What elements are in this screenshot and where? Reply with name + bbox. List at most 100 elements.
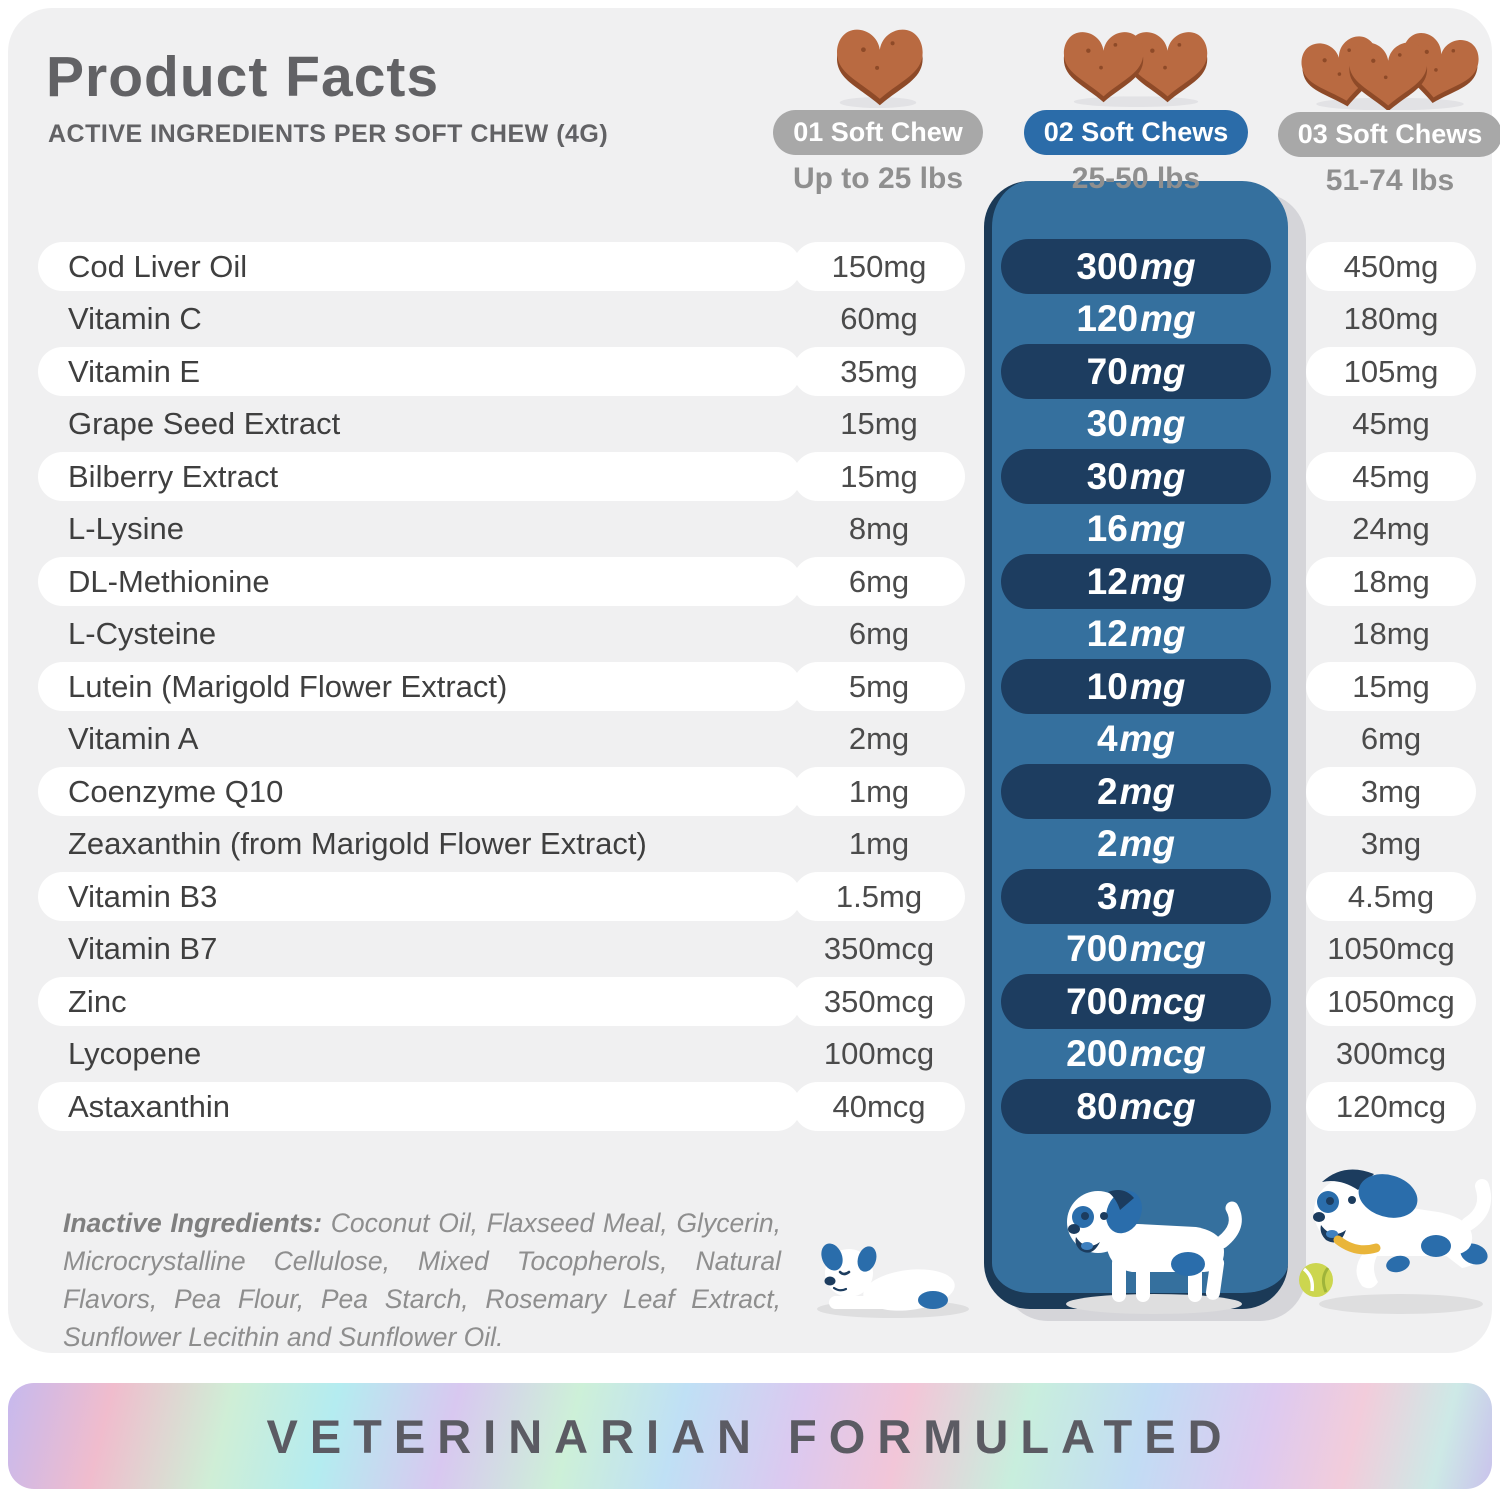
dose-1-value: 1.5mg xyxy=(793,872,965,921)
inactive-ingredients-label: Inactive Ingredients: xyxy=(63,1208,323,1238)
dose-2-value: 700 mcg xyxy=(1001,974,1271,1029)
table-row: Zinc 350mcg 700 mcg 1050mcg xyxy=(38,974,1476,1029)
ingredient-name: Cod Liver Oil xyxy=(38,242,801,291)
dose-2-value: 3 mg xyxy=(1001,869,1271,924)
inactive-ingredients: Inactive Ingredients: Coconut Oil, Flaxs… xyxy=(63,1204,781,1356)
ingredient-name: L-Cysteine xyxy=(68,616,217,651)
dose-3-value: 3mg xyxy=(1360,826,1422,861)
dose-1-value: 15mg xyxy=(793,452,965,501)
dose-column-2-pill: 02 Soft Chews xyxy=(1023,110,1249,155)
ingredient-name: Vitamin A xyxy=(68,721,199,756)
table-row: Vitamin B7 350mcg 700 mcg 1050mcg xyxy=(38,925,1476,974)
dose-column-3-weight: 51-74 lbs xyxy=(1325,164,1455,197)
dose-2-value: 30 mg xyxy=(1086,403,1186,444)
ingredient-name: Grape Seed Extract xyxy=(68,406,341,441)
dose-2-value: 12 mg xyxy=(1001,554,1271,609)
dose-3-value: 4.5mg xyxy=(1306,872,1476,921)
soft-chew-hearts-icon xyxy=(1063,32,1208,107)
soft-chew-hearts-icon xyxy=(1300,30,1480,110)
table-row: Bilberry Extract 15mg 30 mg 45mg xyxy=(38,449,1476,504)
ingredient-name: Zeaxanthin (from Marigold Flower Extract… xyxy=(68,826,647,861)
inactive-ingredients-text: Coconut Oil, Flaxseed Meal, Glycerin, Mi… xyxy=(63,1208,781,1352)
dose-3-value: 180mg xyxy=(1343,301,1439,336)
dose-1-value: 1mg xyxy=(793,767,965,816)
dose-3-value: 18mg xyxy=(1352,616,1430,651)
dose-3-value: 6mg xyxy=(1360,721,1422,756)
dose-2-value: 200 mcg xyxy=(1066,1033,1206,1074)
ingredient-name: Bilberry Extract xyxy=(38,452,801,501)
dog-running-with-ball-illustration xyxy=(1299,1169,1492,1314)
table-row: DL-Methionine 6mg 12 mg 18mg xyxy=(38,554,1476,609)
ingredient-name: Coenzyme Q10 xyxy=(38,767,801,816)
dose-2-value: 30 mg xyxy=(1001,449,1271,504)
dose-2-value: 10 mg xyxy=(1001,659,1271,714)
dose-3-value: 450mg xyxy=(1306,242,1476,291)
ingredient-name: Vitamin B3 xyxy=(38,872,801,921)
dose-3-value: 45mg xyxy=(1306,452,1476,501)
dose-1-value: 6mg xyxy=(848,616,910,651)
product-facts-card: Product Facts ACTIVE INGREDIENTS PER SOF… xyxy=(8,8,1500,1356)
table-row: Zeaxanthin (from Marigold Flower Extract… xyxy=(38,820,1476,869)
dose-1-value: 6mg xyxy=(793,557,965,606)
dose-1-value: 1mg xyxy=(848,826,910,861)
table-row: Astaxanthin 40mcg 80 mcg 120mcg xyxy=(38,1079,1476,1134)
dose-3-value: 1050mcg xyxy=(1306,977,1476,1026)
ingredient-name: Vitamin C xyxy=(68,301,202,336)
table-row: Cod Liver Oil 150mg 300 mg 450mg xyxy=(38,239,1476,294)
dose-3-value: 3mg xyxy=(1306,767,1476,816)
dose-column-2: 02 Soft Chews 25-50 lbs xyxy=(1023,26,1249,196)
dose-1-value: 2mg xyxy=(848,721,910,756)
ingredient-name: DL-Methionine xyxy=(38,557,801,606)
soft-chew-heart-icon xyxy=(837,29,923,108)
dose-2-value: 4 mg xyxy=(1096,718,1176,759)
veterinarian-formulated-banner: VETERINARIAN FORMULATED xyxy=(8,1383,1492,1489)
table-row: Vitamin B3 1.5mg 3 mg 4.5mg xyxy=(38,869,1476,924)
table-row: L-Lysine 8mg 16 mg 24mg xyxy=(38,505,1476,554)
dose-1-value: 100mcg xyxy=(823,1036,935,1071)
dose-3-value: 15mg xyxy=(1306,662,1476,711)
dose-2-value: 120 mg xyxy=(1076,298,1196,339)
ingredient-name: Vitamin B7 xyxy=(68,931,218,966)
dose-column-2-weight: 25-50 lbs xyxy=(1071,162,1201,195)
dose-column-3: 03 Soft Chews 51-74 lbs xyxy=(1277,26,1500,198)
table-row: Vitamin A 2mg 4 mg 6mg xyxy=(38,715,1476,764)
dose-2-value: 2 mg xyxy=(1001,764,1271,819)
table-row: Lutein (Marigold Flower Extract) 5mg 10 mg 1… xyxy=(38,659,1476,714)
dose-2-value: 16 mg xyxy=(1086,508,1186,549)
dose-1-value: 35mg xyxy=(793,347,965,396)
dose-1-value: 350mcg xyxy=(823,931,935,966)
ingredient-name: Zinc xyxy=(38,977,801,1026)
ingredient-name: Lutein (Marigold Flower Extract) xyxy=(38,662,801,711)
dose-3-value: 105mg xyxy=(1306,347,1476,396)
dose-3-value: 18mg xyxy=(1306,557,1476,606)
dose-column-1-weight: Up to 25 lbs xyxy=(792,162,964,195)
ingredient-name: L-Lysine xyxy=(68,511,185,546)
dose-2-value: 12 mg xyxy=(1086,613,1186,654)
banner-text: VETERINARIAN FORMULATED xyxy=(266,1409,1234,1463)
table-row: L-Cysteine 6mg 12 mg 18mg xyxy=(38,610,1476,659)
dose-2-value: 700 mcg xyxy=(1066,928,1206,969)
dose-1-value: 150mg xyxy=(793,242,965,291)
table-row: Lycopene 100mcg 200 mcg 300mcg xyxy=(38,1030,1476,1079)
table-row: Coenzyme Q10 1mg 2 mg 3mg xyxy=(38,764,1476,819)
dose-1-value: 40mcg xyxy=(793,1082,965,1131)
ingredient-name: Lycopene xyxy=(68,1036,202,1071)
dose-2-value: 2 mg xyxy=(1096,823,1176,864)
dose-3-value: 24mg xyxy=(1352,511,1430,546)
table-row: Vitamin C 60mg 120 mg 180mg xyxy=(38,295,1476,344)
dose-1-value: 5mg xyxy=(793,662,965,711)
dose-3-value: 120mcg xyxy=(1306,1082,1476,1131)
dose-1-value: 15mg xyxy=(840,406,918,441)
dose-3-value: 1050mcg xyxy=(1327,931,1455,966)
dose-2-value: 300 mg xyxy=(1001,239,1271,294)
puppy-lying-illustration xyxy=(817,1243,969,1318)
puppy-walking-illustration xyxy=(1066,1190,1242,1314)
page-subtitle: ACTIVE INGREDIENTS PER SOFT CHEW (4G) xyxy=(48,120,609,148)
table-row: Vitamin E 35mg 70 mg 105mg xyxy=(38,344,1476,399)
dose-3-value: 45mg xyxy=(1352,406,1430,441)
ingredients-table: Cod Liver Oil 150mg 300 mg 450mg Vitamin C 60m… xyxy=(38,239,1476,1135)
dose-2-value: 80 mcg xyxy=(1001,1079,1271,1134)
dose-column-1: 01 Soft Chew Up to 25 lbs xyxy=(773,26,983,196)
dose-column-1-pill: 01 Soft Chew xyxy=(773,110,983,155)
ingredient-name: Astaxanthin xyxy=(38,1082,801,1131)
